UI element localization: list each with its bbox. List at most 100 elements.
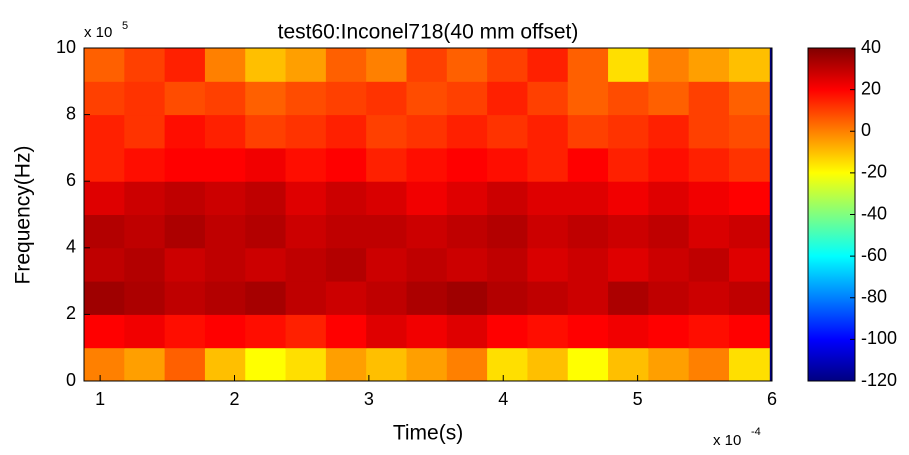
plot-frame xyxy=(83,47,773,382)
chart-title: test60:Inconel718(40 mm offset) xyxy=(278,21,579,44)
heat-cell xyxy=(325,114,367,149)
y-tick-label: 8 xyxy=(66,103,76,123)
heat-cell xyxy=(366,48,407,82)
heat-cell xyxy=(648,281,690,315)
heat-cell xyxy=(124,281,166,315)
heat-cell xyxy=(729,347,770,382)
heat-cell xyxy=(527,347,569,382)
heat-cell xyxy=(366,247,407,282)
colorbar-tick-label: -100 xyxy=(861,328,897,348)
y-tick-label: 4 xyxy=(66,237,76,257)
heat-cell xyxy=(325,247,367,282)
heat-cell xyxy=(688,114,730,149)
heat-cell xyxy=(527,281,569,315)
heat-cell xyxy=(648,48,690,82)
heat-cell xyxy=(608,48,649,82)
heat-cell xyxy=(527,114,569,149)
heat-cell xyxy=(729,181,770,215)
heat-cell xyxy=(487,81,528,116)
heat-cell xyxy=(84,147,125,182)
heat-cell xyxy=(204,114,246,149)
heat-cell xyxy=(527,147,569,182)
heat-cell xyxy=(688,347,730,382)
heat-cell xyxy=(527,247,569,282)
x-tick-label: 6 xyxy=(767,389,777,409)
heat-cell xyxy=(567,48,609,82)
heat-cell xyxy=(567,114,609,149)
heat-cell xyxy=(164,81,206,116)
x-tick-label: 2 xyxy=(229,389,239,409)
heat-cell xyxy=(729,147,770,182)
heat-cell xyxy=(729,314,770,349)
heat-cell xyxy=(487,181,528,215)
heat-cell xyxy=(84,48,125,82)
heat-cell xyxy=(285,81,327,116)
heat-cell xyxy=(164,147,206,182)
y-tick-label: 10 xyxy=(56,37,76,57)
heat-cell xyxy=(285,314,327,349)
heat-cell xyxy=(487,247,528,282)
heat-cell xyxy=(84,181,125,215)
heat-cell xyxy=(245,181,287,215)
y-tick-label: 6 xyxy=(66,170,76,190)
heat-cell xyxy=(204,48,246,82)
colorbar-tick-label: 0 xyxy=(861,120,871,140)
heat-cell xyxy=(648,347,690,382)
heat-cell xyxy=(366,114,407,149)
heat-cell xyxy=(648,314,690,349)
heat-cell xyxy=(567,347,609,382)
heat-cell xyxy=(446,114,488,149)
heat-cell xyxy=(285,114,327,149)
heat-cell xyxy=(527,181,569,215)
heat-cell xyxy=(406,48,448,82)
heat-cell xyxy=(285,214,327,249)
heat-cell xyxy=(245,214,287,249)
heat-cell xyxy=(124,314,166,349)
heat-cell xyxy=(245,347,287,382)
heat-cell xyxy=(487,114,528,149)
heat-cell xyxy=(204,281,246,315)
heat-cell xyxy=(124,347,166,382)
heat-cell xyxy=(446,314,488,349)
heat-cell xyxy=(608,147,649,182)
heat-cell xyxy=(487,214,528,249)
heat-cell xyxy=(124,81,166,116)
heat-cell xyxy=(567,314,609,349)
heat-cell xyxy=(648,114,690,149)
x-tick-label: 1 xyxy=(95,389,105,409)
heat-cell xyxy=(245,81,287,116)
heat-cell xyxy=(164,247,206,282)
heat-cell xyxy=(164,114,206,149)
heat-cell xyxy=(406,114,448,149)
heat-cell xyxy=(124,48,166,82)
heat-cell xyxy=(608,281,649,315)
heat-cell xyxy=(487,48,528,82)
heat-cell xyxy=(406,81,448,116)
heat-cell xyxy=(124,114,166,149)
heat-cell xyxy=(285,347,327,382)
heat-cell xyxy=(366,347,407,382)
heat-cell xyxy=(608,114,649,149)
heat-cell xyxy=(204,247,246,282)
heat-cell xyxy=(487,314,528,349)
heat-cell xyxy=(84,214,125,249)
heat-cell xyxy=(608,181,649,215)
x-axis-label: Time(s) xyxy=(393,422,463,445)
heat-cell xyxy=(325,314,367,349)
heat-cell xyxy=(164,48,206,82)
heat-cell xyxy=(164,281,206,315)
heat-cell xyxy=(366,214,407,249)
heat-cell xyxy=(688,147,730,182)
heat-cell xyxy=(688,214,730,249)
heat-cell xyxy=(487,147,528,182)
heat-cell xyxy=(446,181,488,215)
heat-cell xyxy=(245,147,287,182)
y-tick-label: 0 xyxy=(66,370,76,390)
heat-cell xyxy=(285,48,327,82)
heat-cell xyxy=(688,247,730,282)
heat-cell xyxy=(406,347,448,382)
heat-cell xyxy=(325,81,367,116)
heat-cell xyxy=(608,214,649,249)
heat-cell xyxy=(567,247,609,282)
